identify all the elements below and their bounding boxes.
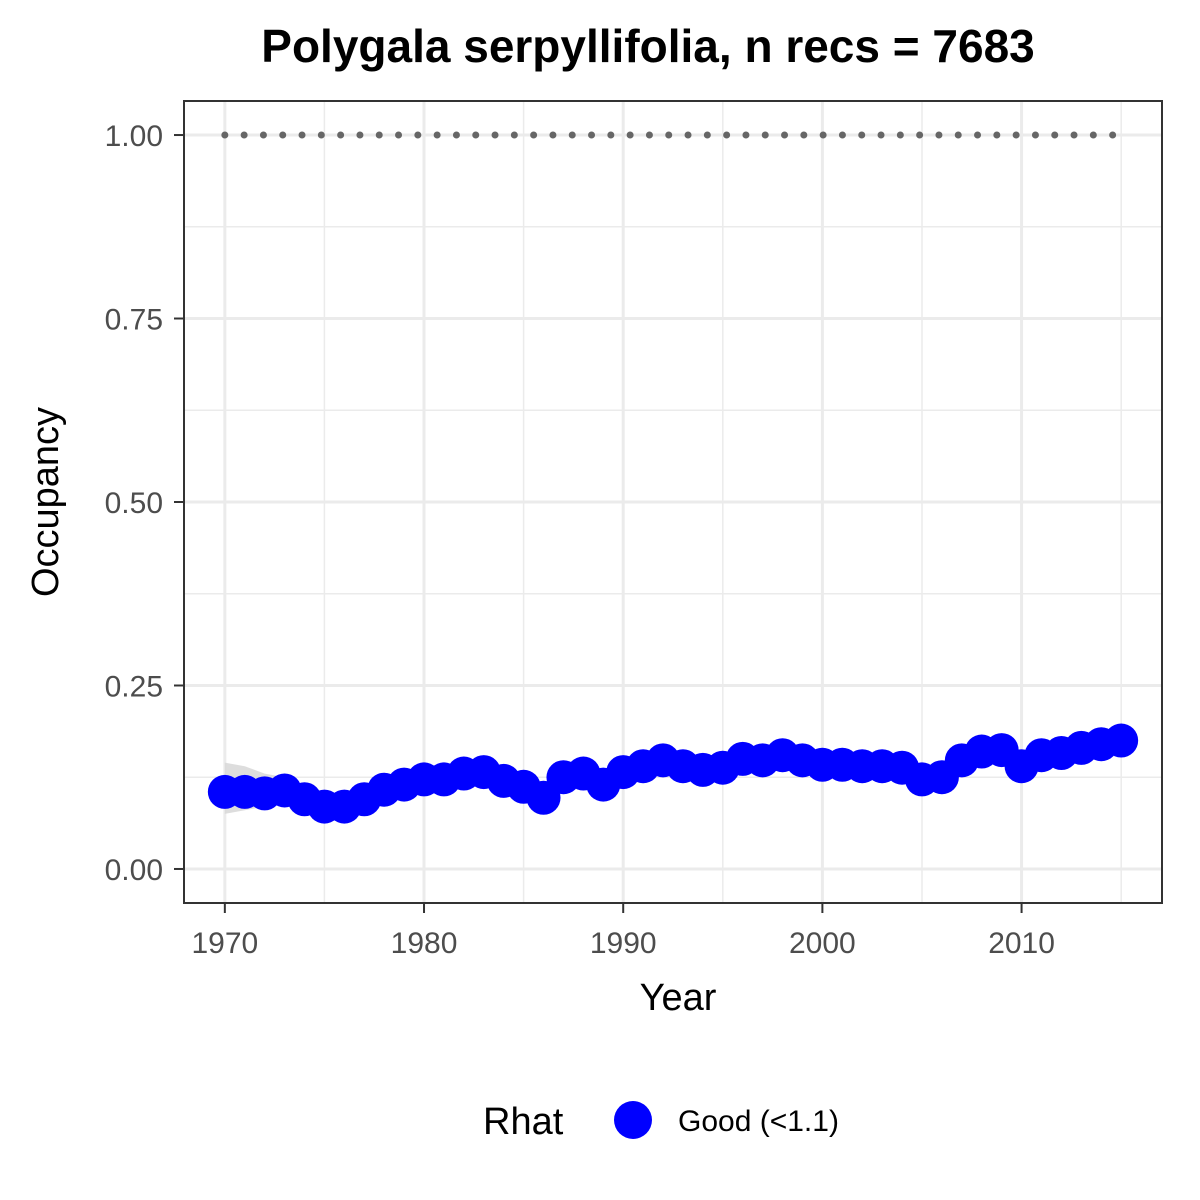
chart-title: Polygala serpyllifolia, n recs = 7683 bbox=[261, 20, 1034, 72]
x-tick-label: 1980 bbox=[391, 927, 458, 960]
y-axis: 0.00 0.25 0.50 0.75 1.00 bbox=[105, 120, 184, 887]
grid-layer bbox=[185, 102, 1161, 902]
legend: Rhat Good (<1.1) bbox=[483, 1101, 839, 1143]
y-tick-label: 0.50 bbox=[105, 487, 163, 520]
legend-title: Rhat bbox=[483, 1101, 564, 1143]
x-tick-label: 2000 bbox=[789, 927, 856, 960]
x-axis-title: Year bbox=[640, 977, 717, 1019]
x-tick-label: 1990 bbox=[590, 927, 657, 960]
y-tick-label: 0.00 bbox=[105, 854, 163, 887]
x-tick-label: 2010 bbox=[988, 927, 1055, 960]
legend-key-good bbox=[614, 1101, 652, 1139]
y-tick-label: 0.75 bbox=[105, 304, 163, 337]
x-axis: 1970 1980 1990 2000 2010 bbox=[191, 903, 1055, 960]
y-tick-label: 0.25 bbox=[105, 670, 163, 703]
legend-label-good: Good (<1.1) bbox=[678, 1105, 839, 1138]
series-layer bbox=[207, 723, 1139, 824]
data-point bbox=[1104, 723, 1139, 758]
x-tick-label: 1970 bbox=[191, 927, 258, 960]
y-tick-label: 1.00 bbox=[105, 120, 163, 153]
y-axis-title: Occupancy bbox=[25, 407, 67, 597]
